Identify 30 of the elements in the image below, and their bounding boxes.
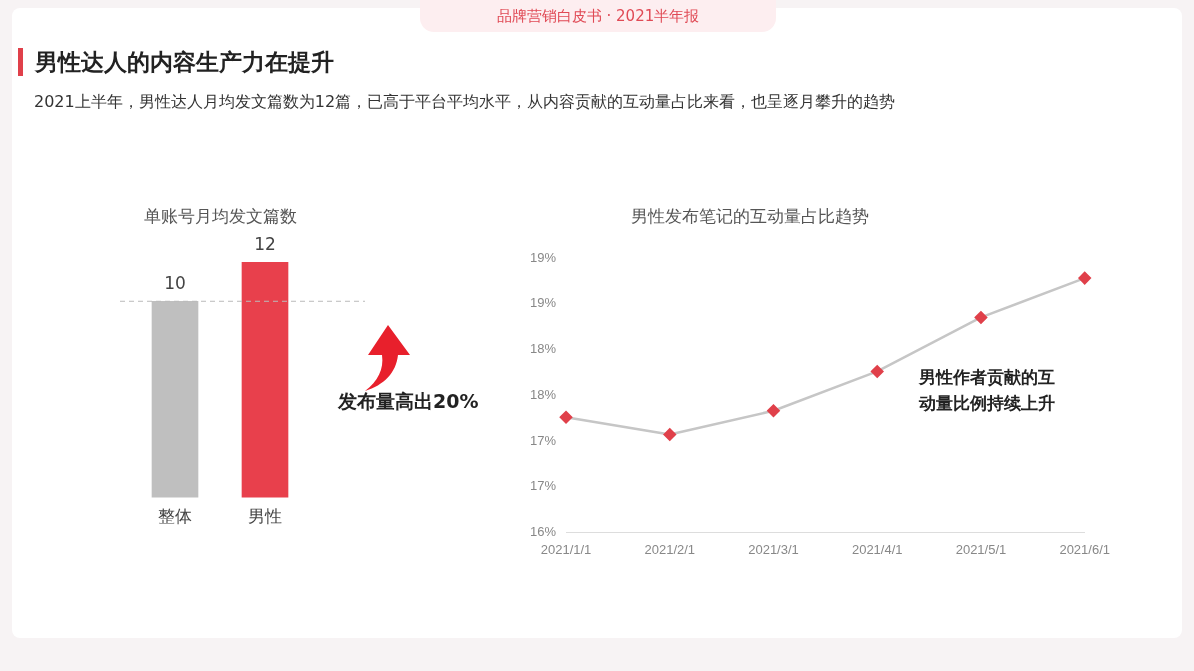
point bbox=[663, 428, 677, 441]
text: 品牌营销白皮书 · 2021半年报 bbox=[420, 0, 776, 32]
x-tick-label: 2021/2/1 bbox=[644, 541, 696, 557]
y-tick-label: 17% bbox=[529, 432, 557, 448]
y-tick-label: 18% bbox=[529, 341, 557, 357]
y-tick-label: 18% bbox=[529, 386, 557, 402]
x-tick-label: 2021/4/1 bbox=[851, 541, 903, 557]
x-tick-label: 男性 bbox=[248, 507, 282, 527]
x-tick-label: 2021/6/1 bbox=[1059, 541, 1110, 557]
annotation: 发布量高出20% bbox=[337, 390, 479, 413]
point bbox=[1078, 271, 1091, 285]
point bbox=[974, 311, 988, 324]
point bbox=[559, 410, 573, 424]
point bbox=[767, 404, 780, 417]
y-tick-label: 19% bbox=[529, 249, 557, 265]
y-tick-label: 16% bbox=[529, 523, 557, 539]
data-label: 10 bbox=[164, 273, 186, 294]
x-tick-label: 整体 bbox=[158, 507, 192, 527]
x-tick-label: 2021/1/1 bbox=[540, 541, 592, 557]
chart-title: 男性发布笔记的互动量占比趋势 bbox=[630, 205, 870, 228]
y-tick-label: 19% bbox=[529, 295, 557, 311]
point bbox=[870, 365, 884, 378]
data-label: 12 bbox=[254, 233, 276, 254]
annotation: 男性作者贡献的互动量比例持续上升 bbox=[917, 367, 1055, 414]
y-tick-label: 17% bbox=[529, 478, 557, 494]
x-tick-label: 2021/5/1 bbox=[955, 541, 1007, 557]
x-tick-label: 2021/3/1 bbox=[748, 541, 799, 557]
chart-title: 单账号月均发文篇数 bbox=[142, 205, 298, 228]
text: 男性达人的内容生产力在提升 bbox=[18, 48, 334, 76]
text: 2021上半年，男性达人月均发文篇数为12篇，已高于平台平均水平，从内容贡献的互动量占比来看，也呈逐月攀升的趋势 bbox=[34, 92, 896, 113]
